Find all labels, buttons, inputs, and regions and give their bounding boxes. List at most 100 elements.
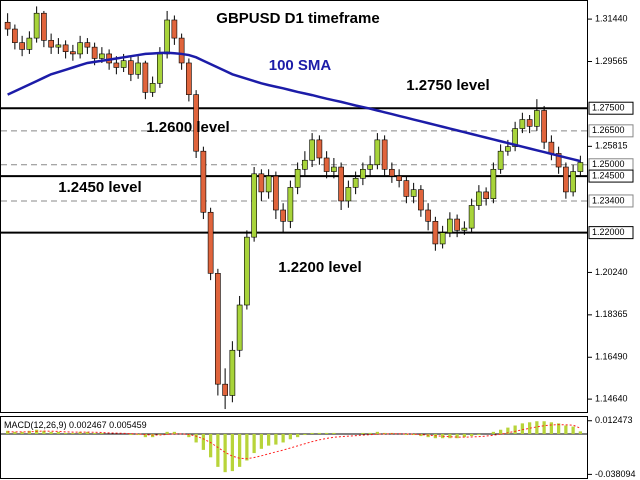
- candle-body: [142, 62, 149, 93]
- candle-body: [222, 383, 228, 396]
- candle-body: [555, 153, 562, 168]
- candle-body: [128, 60, 134, 75]
- candle-body: [280, 209, 286, 222]
- candle-body: [360, 168, 366, 179]
- macd-value: 0.002467: [69, 420, 107, 430]
- candle-body: [519, 119, 526, 129]
- level-annotation: 1.2200 level: [278, 259, 361, 276]
- candle-body: [19, 42, 25, 50]
- candle-body: [135, 62, 141, 75]
- candle-body: [526, 119, 533, 127]
- candle-body: [490, 168, 497, 199]
- candle-body: [149, 83, 156, 93]
- candle-body: [483, 191, 489, 199]
- level-annotation: 1.2750 level: [406, 77, 489, 94]
- level-label: 1.24500: [592, 170, 625, 180]
- candle-body: [439, 232, 446, 245]
- candle-body: [26, 37, 33, 50]
- candle-body: [425, 209, 431, 222]
- main-pane: [0, 0, 588, 413]
- candle-body: [178, 37, 185, 64]
- candle-body: [171, 19, 178, 39]
- candle-body: [331, 166, 337, 172]
- candle-body: [389, 168, 395, 177]
- sma-line: [7, 51, 581, 163]
- y-tick-label: 1.25815: [595, 141, 628, 151]
- candle-body: [273, 175, 279, 211]
- candle-body: [33, 12, 40, 39]
- candle-body: [70, 51, 76, 55]
- candle-body: [534, 110, 540, 127]
- candle-body: [302, 159, 308, 170]
- level-label: 1.23400: [592, 195, 625, 205]
- candle-body: [454, 218, 460, 231]
- candle-body: [99, 53, 105, 59]
- level-annotation: 1.2600 level: [146, 119, 229, 136]
- candle-body: [258, 173, 265, 193]
- level-label: 1.22000: [592, 227, 625, 237]
- level-annotation: 1.2450 level: [58, 179, 141, 196]
- candle-body: [186, 62, 192, 95]
- candle-body: [12, 28, 18, 43]
- macd-tick-label: 0.012473: [595, 415, 633, 425]
- candle-body: [374, 139, 381, 166]
- candle-body: [41, 12, 47, 41]
- candle-body: [316, 139, 323, 159]
- candle-body: [157, 53, 163, 84]
- level-tag: [588, 226, 634, 240]
- y-tick-label: 1.29565: [595, 56, 628, 66]
- y-tick-label: 1.16490: [595, 352, 628, 362]
- level-label: 1.25000: [592, 159, 625, 169]
- level-label: 1.26500: [592, 125, 625, 135]
- chart-title: GBPUSD D1 timeframe: [216, 10, 379, 27]
- candle-body: [570, 171, 576, 193]
- candle-body: [113, 62, 120, 68]
- level-tag: [588, 194, 634, 208]
- y-tick-label: 1.18365: [595, 309, 628, 319]
- candle-body: [244, 236, 250, 306]
- level-tag: [588, 169, 634, 183]
- candle-body: [476, 191, 482, 206]
- candle-body: [381, 139, 388, 170]
- candle-body: [251, 173, 257, 238]
- candle-body: [396, 175, 402, 181]
- candle-body: [120, 60, 127, 68]
- candle-body: [309, 139, 315, 161]
- candle-body: [62, 44, 69, 52]
- candle-body: [287, 187, 294, 222]
- candle-body: [497, 150, 504, 170]
- macd-pane: [0, 416, 588, 479]
- candle-body: [265, 175, 272, 193]
- candle-body: [193, 94, 199, 152]
- candle-body: [236, 304, 243, 351]
- candle-body: [323, 157, 330, 172]
- macd-signal: [7, 424, 581, 460]
- candle-body: [410, 189, 417, 197]
- candle-body: [461, 227, 468, 231]
- candle-body: [432, 221, 439, 245]
- candle-body: [418, 189, 424, 211]
- candle-body: [91, 46, 98, 59]
- candle-body: [447, 218, 453, 233]
- candle-body: [541, 110, 547, 143]
- candle-body: [294, 168, 301, 188]
- candle-body: [55, 44, 62, 48]
- candle-body: [345, 187, 352, 202]
- candle-body: [548, 141, 555, 154]
- candle-body: [468, 205, 475, 229]
- level-tag: [588, 124, 634, 138]
- candle-body: [164, 19, 170, 55]
- candle-body: [215, 273, 221, 385]
- level-tag: [588, 101, 634, 115]
- candle-body: [367, 164, 373, 170]
- y-tick-label: 1.31440: [595, 13, 628, 23]
- candle-body: [84, 42, 91, 48]
- candle-body: [4, 21, 11, 30]
- candle-body: [48, 40, 54, 48]
- candle-body: [512, 128, 518, 147]
- macd-label: MACD(12,26,9) 0.002467 0.005459: [4, 420, 147, 430]
- macd-name: MACD(12,26,9): [4, 420, 67, 430]
- candle-body: [338, 166, 344, 202]
